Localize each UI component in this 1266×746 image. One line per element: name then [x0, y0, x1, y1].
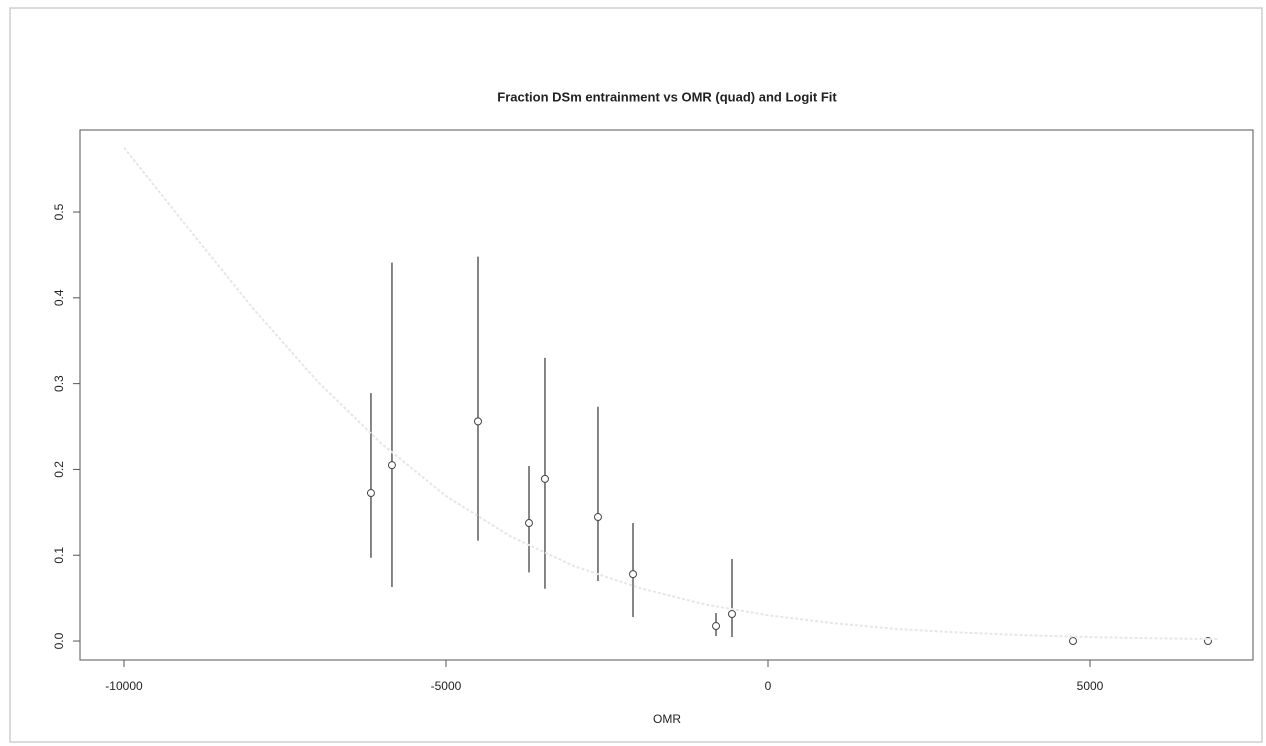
- x-tick-label: 5000: [1077, 679, 1104, 693]
- y-tick-label: 0.1: [52, 547, 66, 564]
- data-point: [366, 489, 375, 498]
- y-tick-label: 0.5: [52, 203, 66, 220]
- x-tick-label: -10000: [105, 679, 143, 693]
- data-point: [525, 519, 534, 528]
- y-tick-label: 0.4: [52, 289, 66, 306]
- window-frame: [9, 7, 1263, 743]
- fit-curve: [123, 147, 1219, 641]
- chart-title: Fraction DSm entrainment vs OMR (quad) a…: [497, 89, 837, 104]
- data-point: [387, 461, 396, 470]
- y-tick-label: 0.2: [52, 461, 66, 478]
- data-point: [593, 513, 602, 522]
- x-tick-label: -5000: [431, 679, 462, 693]
- x-tick-label: 0: [765, 679, 772, 693]
- data-point: [727, 610, 736, 619]
- plot-frame: [79, 129, 1254, 661]
- y-tick-label: 0.3: [52, 375, 66, 392]
- x-axis-label: OMR: [653, 712, 681, 726]
- y-tick-label: 0.0: [52, 632, 66, 649]
- data-point: [473, 417, 482, 426]
- data-point: [1068, 637, 1077, 646]
- data-point: [712, 622, 721, 631]
- data-point: [629, 570, 638, 579]
- data-point: [540, 474, 549, 483]
